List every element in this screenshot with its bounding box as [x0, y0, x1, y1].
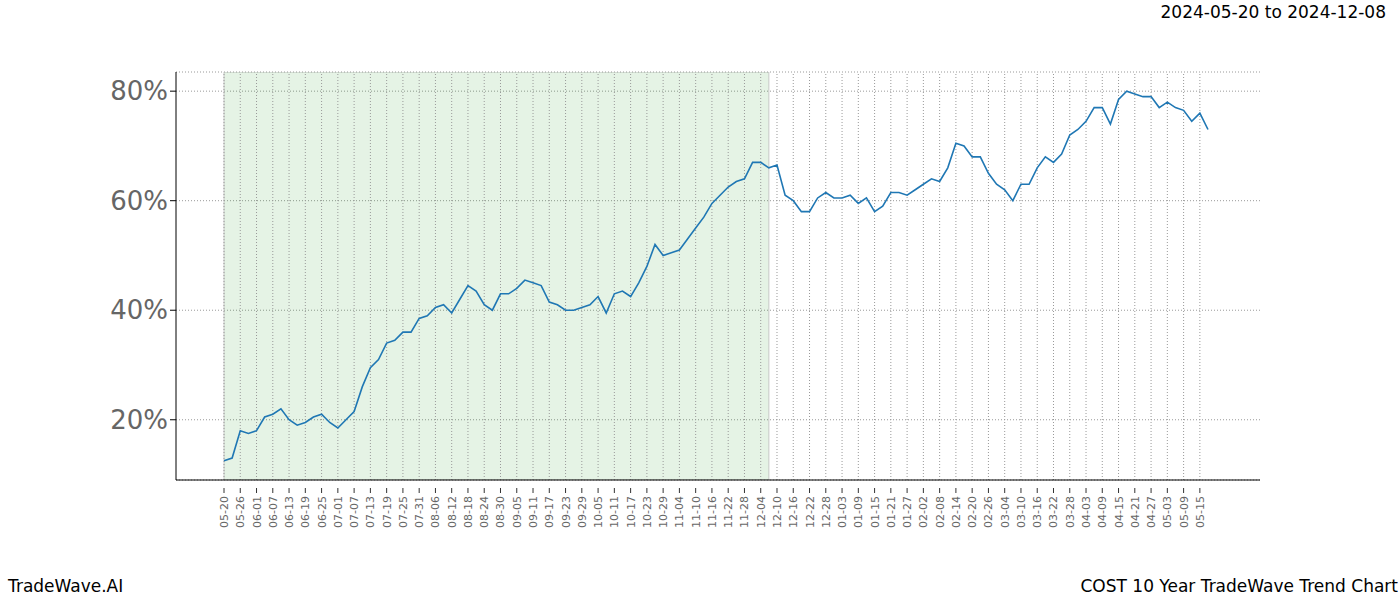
svg-text:08-18: 08-18: [462, 496, 475, 528]
svg-text:04-03: 04-03: [1080, 496, 1093, 528]
svg-text:07-01: 07-01: [332, 496, 345, 528]
svg-text:10-11: 10-11: [608, 496, 621, 528]
svg-text:60%: 60%: [110, 186, 168, 216]
svg-text:08-24: 08-24: [478, 496, 491, 528]
svg-text:02-20: 02-20: [966, 496, 979, 528]
svg-text:10-05: 10-05: [592, 496, 605, 528]
svg-text:01-03: 01-03: [836, 496, 849, 528]
svg-text:01-09: 01-09: [852, 496, 865, 528]
svg-text:03-16: 03-16: [1031, 496, 1044, 528]
svg-text:11-16: 11-16: [706, 496, 719, 528]
svg-text:02-02: 02-02: [917, 496, 930, 528]
html-text:COST 10 Year TradeWave Trend C: COST 10 Year TradeWave Trend Chart: [1080, 576, 1398, 596]
svg-text:11-04: 11-04: [673, 496, 686, 528]
svg-text:05-26: 05-26: [234, 496, 247, 528]
html-text:TradeWave.AI: TradeWave.AI: [8, 576, 124, 596]
svg-text:80%: 80%: [110, 76, 168, 106]
svg-text:04-09: 04-09: [1096, 496, 1109, 528]
svg-text:10-17: 10-17: [625, 496, 638, 528]
svg-text:06-07: 06-07: [267, 496, 280, 528]
svg-text:01-15: 01-15: [869, 496, 882, 528]
svg-text:09-29: 09-29: [576, 496, 589, 528]
svg-text:05-03: 05-03: [1161, 496, 1174, 528]
svg-text:12-22: 12-22: [804, 496, 817, 528]
svg-text:08-12: 08-12: [446, 496, 459, 528]
svg-text:12-28: 12-28: [820, 496, 833, 528]
svg-text:02-08: 02-08: [934, 496, 947, 528]
svg-text:03-28: 03-28: [1064, 496, 1077, 528]
svg-text:06-25: 06-25: [316, 496, 329, 528]
svg-text:07-25: 07-25: [397, 496, 410, 528]
svg-text:08-06: 08-06: [429, 496, 442, 528]
svg-text:06-19: 06-19: [299, 496, 312, 528]
svg-text:11-10: 11-10: [690, 496, 703, 528]
svg-text:09-23: 09-23: [560, 496, 573, 528]
svg-text:11-22: 11-22: [722, 496, 735, 528]
svg-text:06-13: 06-13: [283, 496, 296, 528]
svg-text:07-19: 07-19: [381, 496, 394, 528]
svg-text:05-15: 05-15: [1194, 496, 1207, 528]
svg-text:12-16: 12-16: [787, 496, 800, 528]
svg-text:06-01: 06-01: [251, 496, 264, 528]
svg-text:04-15: 04-15: [1113, 496, 1126, 528]
svg-text:09-11: 09-11: [527, 496, 540, 528]
svg-text:02-14: 02-14: [950, 496, 963, 528]
svg-text:07-31: 07-31: [413, 496, 426, 528]
svg-text:10-23: 10-23: [641, 496, 654, 528]
svg-text:01-21: 01-21: [885, 496, 898, 528]
svg-text:12-10: 12-10: [771, 496, 784, 528]
svg-text:07-07: 07-07: [348, 496, 361, 528]
svg-text:03-10: 03-10: [1015, 496, 1028, 528]
svg-text:02-26: 02-26: [982, 496, 995, 528]
svg-text:11-28: 11-28: [738, 496, 751, 528]
svg-text:03-04: 03-04: [999, 496, 1012, 528]
svg-text:01-27: 01-27: [901, 496, 914, 528]
svg-text:12-04: 12-04: [755, 496, 768, 528]
svg-text:09-17: 09-17: [543, 496, 556, 528]
svg-text:04-27: 04-27: [1145, 496, 1158, 528]
svg-text:20%: 20%: [110, 405, 168, 435]
svg-text:07-13: 07-13: [364, 496, 377, 528]
svg-text:05-20: 05-20: [218, 496, 231, 528]
svg-text:05-09: 05-09: [1178, 496, 1191, 528]
svg-text:04-21: 04-21: [1129, 496, 1142, 528]
svg-text:10-29: 10-29: [657, 496, 670, 528]
svg-text:09-05: 09-05: [511, 496, 524, 528]
svg-text:08-30: 08-30: [494, 496, 507, 528]
svg-text:40%: 40%: [110, 295, 168, 325]
html-text:2024-05-20 to 2024-12-08: 2024-05-20 to 2024-12-08: [1160, 2, 1386, 22]
svg-text:03-22: 03-22: [1047, 496, 1060, 528]
